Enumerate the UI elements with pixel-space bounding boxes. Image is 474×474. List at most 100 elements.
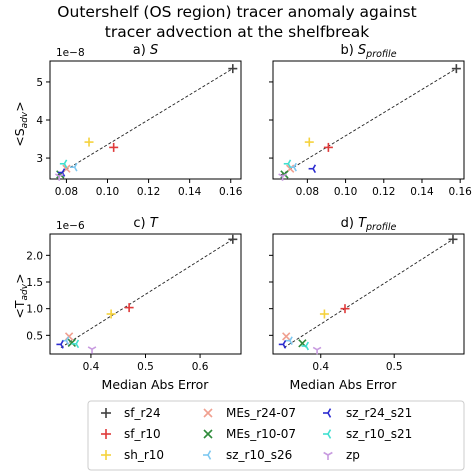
legend-item-sz_r10_s21: sz_r10_s21 xyxy=(323,427,412,441)
x-tick-label: 0.4 xyxy=(312,361,329,373)
point-sz_r24_s21 xyxy=(278,340,287,349)
legend-label: sz_r10_s21 xyxy=(346,427,412,441)
point-MEs_r10-07 xyxy=(67,338,76,347)
point-zp xyxy=(312,346,322,355)
point-sf_r24 xyxy=(228,64,238,74)
point-zp xyxy=(278,173,287,181)
panel-title: a) S xyxy=(133,43,158,58)
point-sz_r24_s21 xyxy=(56,340,64,349)
figure-title-line2: tracer advection at the shelfbreak xyxy=(105,23,369,41)
x-tick-label: 0.4 xyxy=(83,361,100,373)
figure-title-line1: Outershelf (OS region) tracer anomaly ag… xyxy=(57,3,416,21)
legend-label: sf_r24 xyxy=(124,406,161,420)
fit-line xyxy=(283,238,454,348)
x-tick-label: 0.5 xyxy=(386,361,403,373)
legend-label: sf_r10 xyxy=(124,427,161,441)
point-sf_r10 xyxy=(323,142,333,152)
point-sf_r24 xyxy=(448,234,458,244)
legend-label: zp xyxy=(346,448,360,462)
legend-frame xyxy=(87,400,465,471)
panel-2: b) Sprofile 0.08 0.10 0.12 0.14 0.16 xyxy=(269,43,472,198)
x-tick-label: 0.12 xyxy=(137,186,160,198)
legend-marker-sh_r10 xyxy=(101,450,111,460)
panel-1: a) S 0.08 0.10 0.12 0.14 0.16 3 4 5 xyxy=(36,43,242,198)
x-tick-label: 0.10 xyxy=(334,186,357,198)
legend-marker-sz_r10_s26 xyxy=(203,450,212,460)
panel-4: d) Tprofile 0.4 0.5 xyxy=(269,216,465,373)
point-MEs_r24-07 xyxy=(282,332,291,341)
legend-label: MEs_r10-07 xyxy=(226,427,296,441)
x-tick-label: 0.12 xyxy=(372,186,395,198)
legend-label: MEs_r24-07 xyxy=(226,406,296,420)
y-axis-label-bottom: <Tadv> xyxy=(12,273,30,318)
axes-frame xyxy=(272,233,465,355)
point-sz_r10_s21 xyxy=(71,339,80,349)
legend-item-sz_r10_s26: sz_r10_s26 xyxy=(203,448,292,462)
point-sz_r10_s21 xyxy=(59,159,68,169)
legend-label: sh_r10 xyxy=(124,448,164,462)
point-sf_r24 xyxy=(451,64,461,74)
legend-item-MEs_r24-07: MEs_r24-07 xyxy=(203,406,296,420)
legend-marker-MEs_r24-07 xyxy=(203,408,213,418)
legend-item-sh_r10: sh_r10 xyxy=(101,448,164,462)
panels: a) S 0.08 0.10 0.12 0.14 0.16 3 4 5 b) Sprofile 0.… xyxy=(26,43,472,373)
x-tick-label: 0.08 xyxy=(296,186,319,198)
y-tick-label: 0.5 xyxy=(26,330,43,342)
fit-line xyxy=(56,68,234,176)
y-tick-label: 1.5 xyxy=(26,277,43,289)
legend-item-MEs_r10-07: MEs_r10-07 xyxy=(203,427,296,441)
x-tick-label: 0.14 xyxy=(178,186,202,198)
legend-marker-sz_r24_s21 xyxy=(323,408,332,418)
legend-item-sf_r10: sf_r10 xyxy=(101,427,161,441)
fit-line xyxy=(280,68,457,176)
x-tick-label: 0.10 xyxy=(96,186,119,198)
x-tick-label: 0.16 xyxy=(219,186,243,198)
point-sf_r10 xyxy=(109,142,119,152)
point-sz_r24_s21 xyxy=(57,168,66,177)
legend-items: sf_r24sf_r10sh_r10MEs_r24-07MEs_r10-07sz… xyxy=(101,406,412,462)
y-multiplier-top: 1e−8 xyxy=(56,47,85,59)
legend-marker-sf_r10 xyxy=(101,429,111,439)
legend-marker-sf_r24 xyxy=(101,408,111,418)
point-sz_r10_s21 xyxy=(283,159,292,169)
legend: sf_r24sf_r10sh_r10MEs_r24-07MEs_r10-07sz… xyxy=(87,400,465,471)
point-sf_r10 xyxy=(124,303,134,313)
y-multiplier-bottom: 1e−6 xyxy=(56,220,85,232)
x-tick-label: 0.08 xyxy=(55,186,78,198)
point-sh_r10 xyxy=(319,309,329,319)
legend-item-zp: zp xyxy=(323,448,360,462)
y-tick-label: 5 xyxy=(36,77,43,89)
point-zp xyxy=(54,173,64,181)
legend-label: sz_r10_s26 xyxy=(226,448,292,462)
panel-title: b) Sprofile xyxy=(340,43,396,60)
legend-marker-zp xyxy=(323,451,333,460)
point-sz_r10_s26 xyxy=(285,336,293,345)
y-tick-label: 2.0 xyxy=(26,250,43,262)
point-sh_r10 xyxy=(106,309,116,319)
y-tick-label: 3 xyxy=(36,153,43,165)
x-tick-label: 0.16 xyxy=(448,186,472,198)
x-axis-label-left: Median Abs Error xyxy=(102,377,210,392)
axes-frame xyxy=(272,60,465,180)
point-zp xyxy=(87,346,97,354)
legend-label: sz_r24_s21 xyxy=(346,406,412,420)
point-sh_r10 xyxy=(84,137,94,147)
point-sz_r24_s21 xyxy=(308,164,317,174)
legend-item-sf_r24: sf_r24 xyxy=(101,406,161,420)
y-tick-label: 4 xyxy=(36,115,43,127)
point-sf_r24 xyxy=(228,234,238,244)
legend-marker-sz_r10_s21 xyxy=(323,429,332,439)
point-sh_r10 xyxy=(304,137,314,147)
panel-3: c) T 0.4 0.5 0.6 0.5 1.0 1.5 2.0 xyxy=(26,216,242,373)
point-sz_r10_s21 xyxy=(301,341,310,351)
panel-title: c) T xyxy=(133,216,158,231)
point-sz_r10_s26 xyxy=(70,162,78,172)
fit-line xyxy=(60,238,234,348)
x-tick-label: 0.14 xyxy=(410,186,434,198)
legend-item-sz_r24_s21: sz_r24_s21 xyxy=(323,406,412,420)
point-sf_r10 xyxy=(340,304,350,314)
x-tick-label: 0.5 xyxy=(137,361,154,373)
x-tick-label: 0.6 xyxy=(192,361,209,373)
legend-marker-MEs_r10-07 xyxy=(203,429,213,439)
